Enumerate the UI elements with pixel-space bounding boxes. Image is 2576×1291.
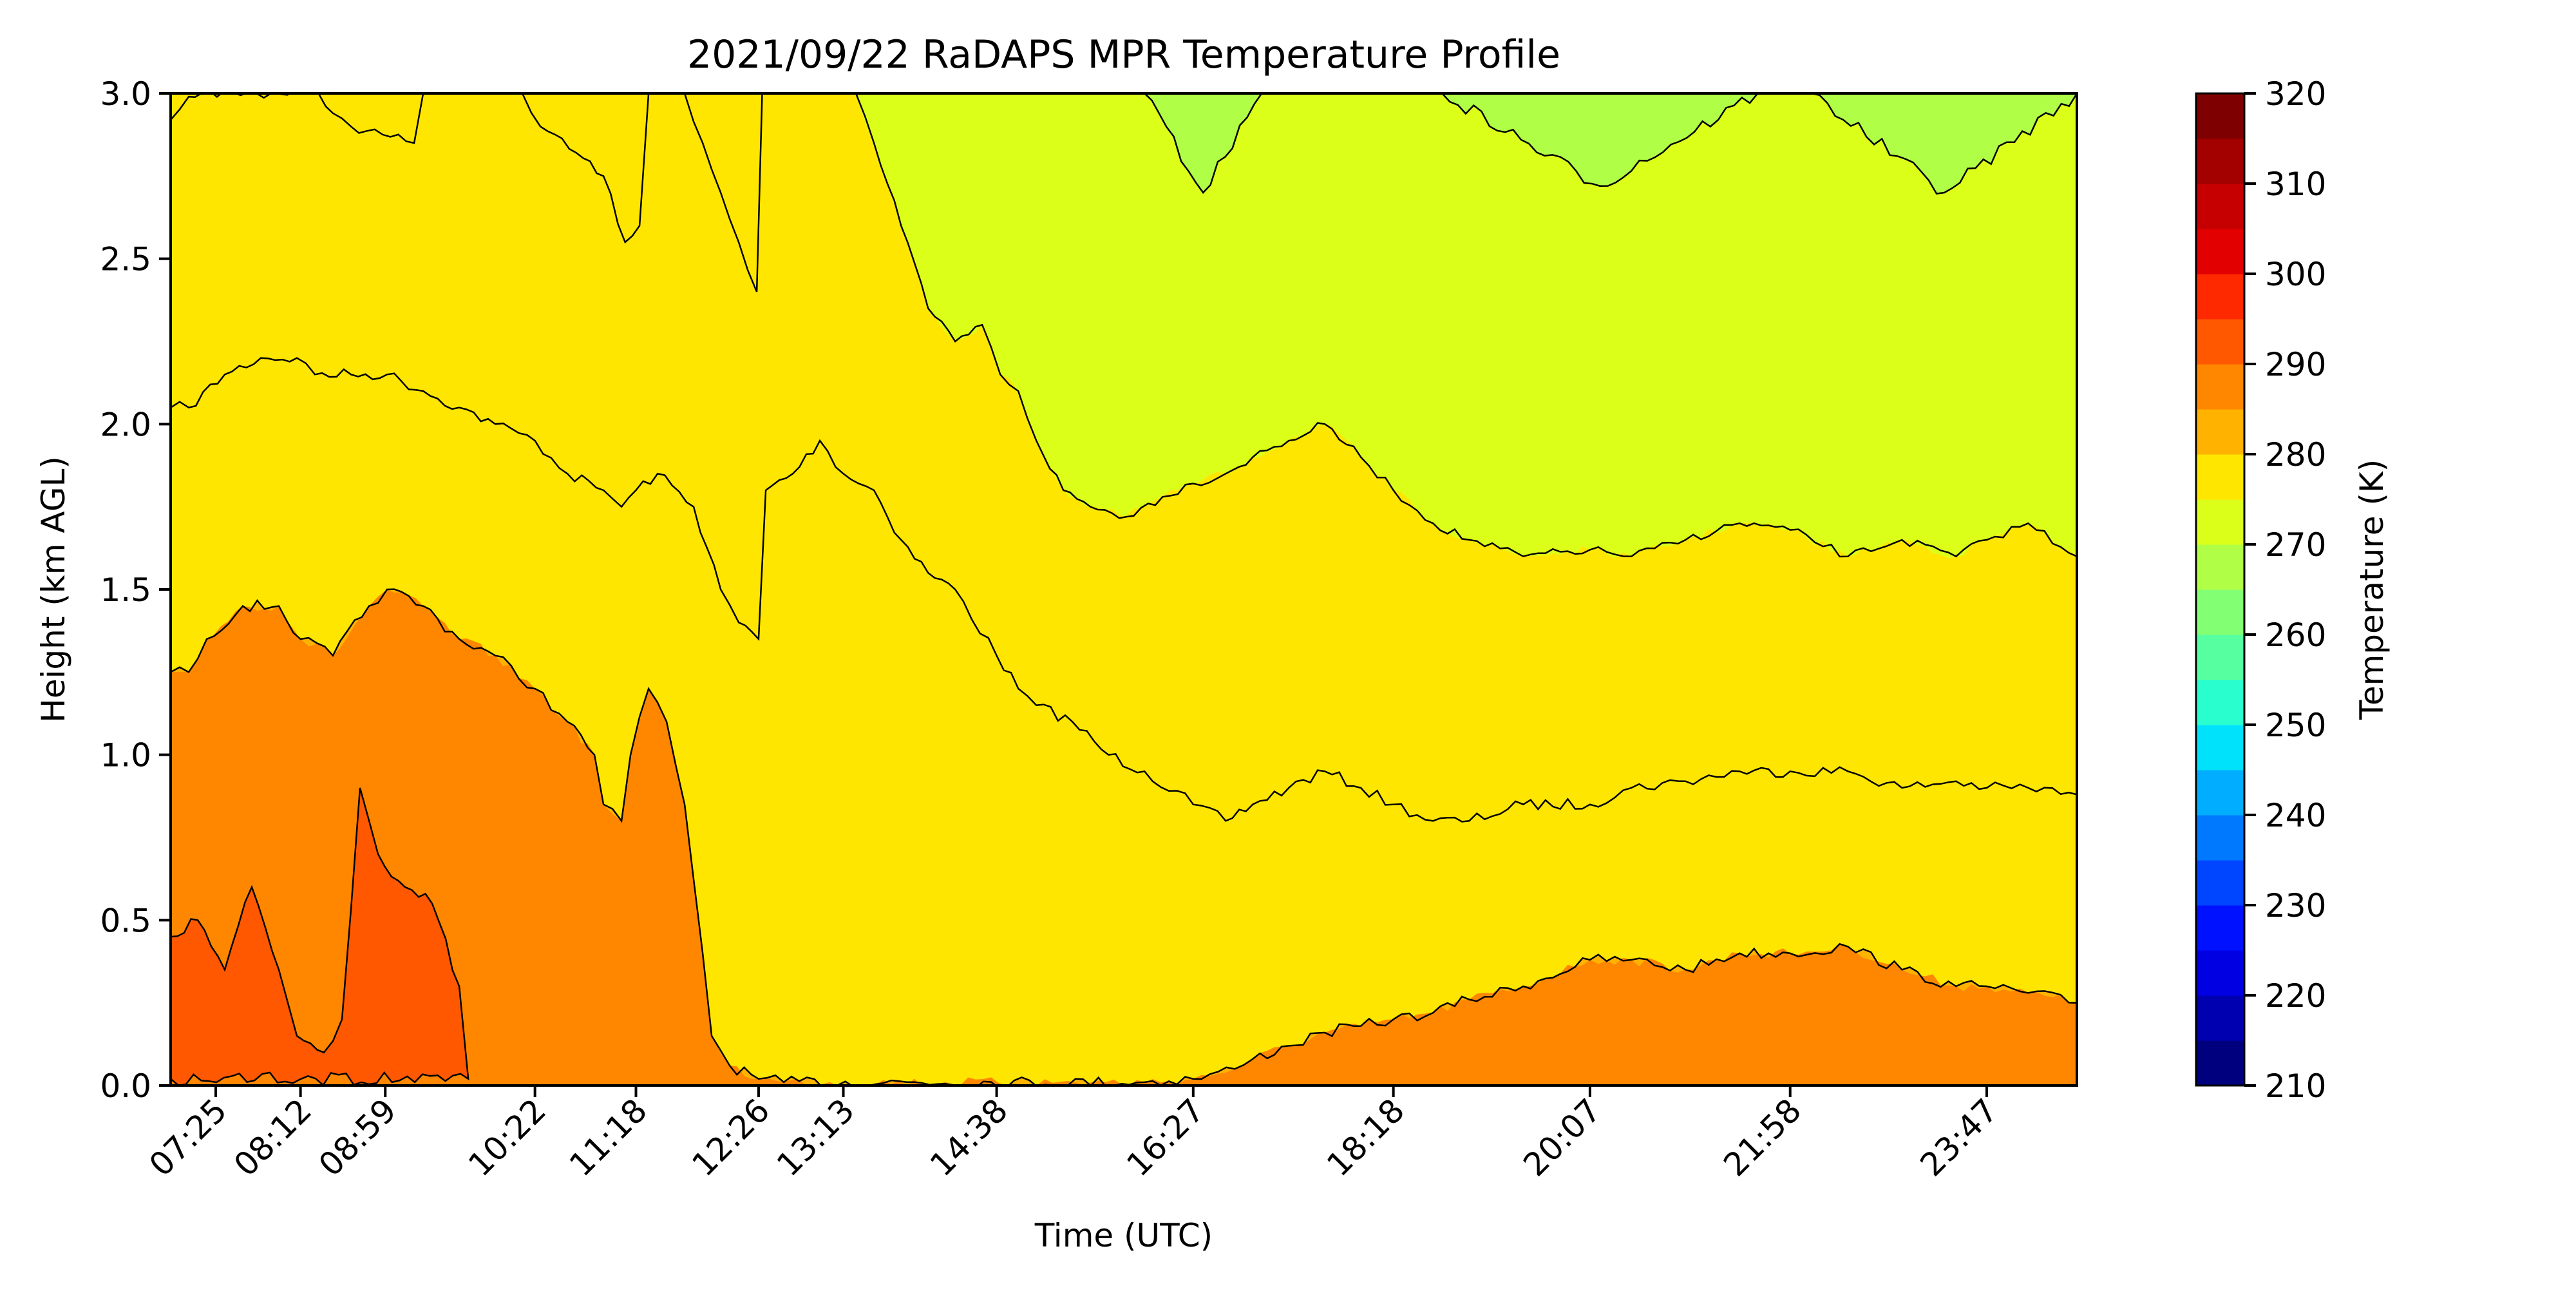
y-axis: 0.0 0.5 1.0 1.5 2.0 2.5 3.0 bbox=[100, 75, 171, 1105]
colorbar-segment bbox=[2196, 635, 2244, 680]
colorbar-segment bbox=[2196, 184, 2244, 229]
x-axis-label: Time (UTC) bbox=[1034, 1217, 1213, 1254]
colorbar-segment bbox=[2196, 860, 2244, 906]
colorbar-tick-label: 210 bbox=[2265, 1067, 2326, 1105]
colorbar-tick-label: 260 bbox=[2265, 617, 2326, 654]
contour-line-270-2 bbox=[683, 93, 763, 292]
colorbar-segment bbox=[2196, 995, 2244, 1041]
colorbar-segment bbox=[2196, 1040, 2244, 1086]
colorbar-frame bbox=[2195, 92, 2246, 1087]
y-tick-label: 0.5 bbox=[100, 902, 151, 939]
colorbar-tick-label: 300 bbox=[2265, 256, 2326, 293]
colorbar-label: Temperature (K) bbox=[2353, 459, 2391, 720]
colorbar-segment bbox=[2196, 229, 2244, 274]
contour-line-275 bbox=[171, 357, 2077, 823]
y-tick-label: 1.0 bbox=[100, 737, 151, 774]
x-tick-label: 18:18 bbox=[1320, 1091, 1412, 1183]
x-tick-label: 16:27 bbox=[1119, 1091, 1211, 1183]
colorbar-segment bbox=[2196, 544, 2244, 590]
colorbar-tick-label: 320 bbox=[2265, 75, 2326, 113]
colorbar-segment bbox=[2196, 905, 2244, 951]
band-265-270-pocket-2 bbox=[1812, 93, 2077, 195]
y-tick-label: 2.5 bbox=[100, 241, 151, 278]
colorbar-segment bbox=[2196, 409, 2244, 455]
contour-line-270-0 bbox=[171, 93, 424, 144]
colorbar-segment bbox=[2196, 319, 2244, 365]
colorbar-segment bbox=[2196, 93, 2244, 139]
y-tick-label: 2.0 bbox=[100, 406, 151, 443]
colorbar-segment bbox=[2196, 589, 2244, 635]
colorbar-segment bbox=[2196, 139, 2244, 184]
colorbar-tick-label: 230 bbox=[2265, 887, 2326, 924]
colorbar-tick-label: 250 bbox=[2265, 707, 2326, 744]
x-tick-label: 07:25 bbox=[142, 1091, 234, 1183]
colorbar-tick-label: 270 bbox=[2265, 526, 2326, 564]
colorbar-tick-label: 280 bbox=[2265, 436, 2326, 473]
y-tick-label: 1.5 bbox=[100, 571, 151, 609]
x-tick-label: 11:18 bbox=[562, 1091, 654, 1183]
band-265-270-pocket-0 bbox=[1143, 93, 1263, 194]
contour-line-285 bbox=[171, 787, 469, 1085]
colorbar-segment bbox=[2196, 364, 2244, 410]
colorbar-segment bbox=[2196, 725, 2244, 770]
x-tick-label: 14:38 bbox=[923, 1091, 1015, 1183]
contour-line-270-3 bbox=[855, 93, 2077, 558]
colorbar-segment bbox=[2196, 950, 2244, 996]
colorbar-segment bbox=[2196, 274, 2244, 320]
colorbar-tick-label: 290 bbox=[2265, 346, 2326, 383]
colorbar-tick-label: 220 bbox=[2265, 977, 2326, 1015]
y-axis-label: Height (km AGL) bbox=[35, 456, 72, 723]
x-tick-label: 13:13 bbox=[770, 1091, 862, 1183]
colorbar-segment bbox=[2196, 454, 2244, 500]
colorbar: 210 220 230 240 250 260 270 280 290 300 310 320 bbox=[2195, 75, 2326, 1105]
colorbar-segment bbox=[2196, 499, 2244, 545]
colorbar-segment bbox=[2196, 815, 2244, 861]
colorbar-segment bbox=[2196, 770, 2244, 816]
y-tick-label: 3.0 bbox=[100, 75, 151, 113]
x-tick-label: 08:59 bbox=[312, 1091, 404, 1183]
contour-line-270-1 bbox=[521, 93, 650, 244]
contour-bands bbox=[171, 93, 2077, 1085]
band-290-295 bbox=[171, 788, 469, 1085]
x-tick-label: 12:26 bbox=[685, 1091, 777, 1183]
colorbar-tick-label: 310 bbox=[2265, 166, 2326, 203]
x-tick-label: 10:22 bbox=[461, 1091, 553, 1183]
band-265-270-pocket-1 bbox=[1441, 93, 1759, 187]
x-tick-label: 08:12 bbox=[227, 1091, 319, 1183]
colorbar-segment bbox=[2196, 680, 2244, 725]
y-tick-label: 0.0 bbox=[100, 1067, 151, 1105]
chart-title: 2021/09/22 RaDAPS MPR Temperature Profil… bbox=[687, 32, 1560, 77]
x-tick-label: 23:47 bbox=[1913, 1091, 2005, 1183]
x-tick-label: 21:58 bbox=[1716, 1091, 1808, 1183]
colorbar-tick-label: 240 bbox=[2265, 797, 2326, 834]
band-285-290 bbox=[171, 589, 2077, 1085]
x-tick-label: 20:07 bbox=[1516, 1091, 1608, 1183]
